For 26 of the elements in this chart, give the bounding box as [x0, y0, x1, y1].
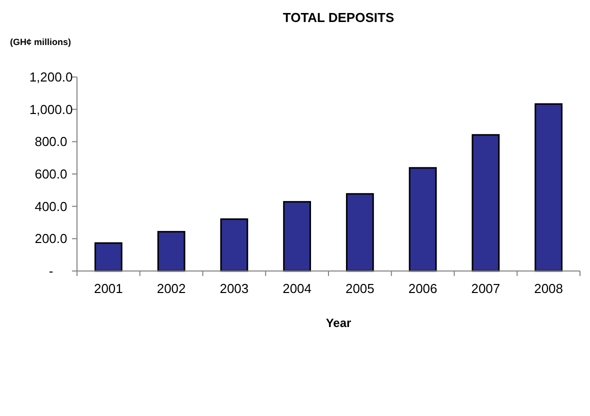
chart-title: TOTAL DEPOSITS [282, 10, 394, 25]
x-tick-label: 2003 [220, 281, 249, 296]
x-axis-title: Year [326, 316, 352, 330]
bar [408, 167, 437, 272]
bar [346, 193, 374, 272]
bar [220, 218, 248, 272]
x-tick-label: 2004 [282, 281, 312, 296]
x-tick-label: 2008 [534, 281, 564, 296]
x-tick-label: 2007 [471, 281, 500, 296]
y-tick-label: - [48, 264, 54, 279]
x-tick-label: 2005 [345, 281, 374, 296]
y-tick-label: 800.0 [34, 134, 68, 150]
y-tick-label: 400.0 [34, 198, 68, 214]
bar [534, 103, 563, 272]
x-tick-label: 2001 [94, 281, 123, 296]
y-tick-label: 600.0 [34, 166, 68, 182]
y-tick-label: 1,000.0 [29, 102, 73, 117]
bar [472, 134, 500, 272]
x-tick-label: 2006 [408, 281, 438, 296]
bar [94, 242, 122, 272]
y-tick-label: 1,200.0 [29, 70, 73, 85]
x-tick-label: 2002 [156, 281, 186, 296]
y-tick-label: 200.0 [34, 231, 68, 246]
y-axis-title: (GH¢ millions) [10, 37, 72, 47]
bar [157, 230, 186, 272]
bar [283, 201, 312, 272]
